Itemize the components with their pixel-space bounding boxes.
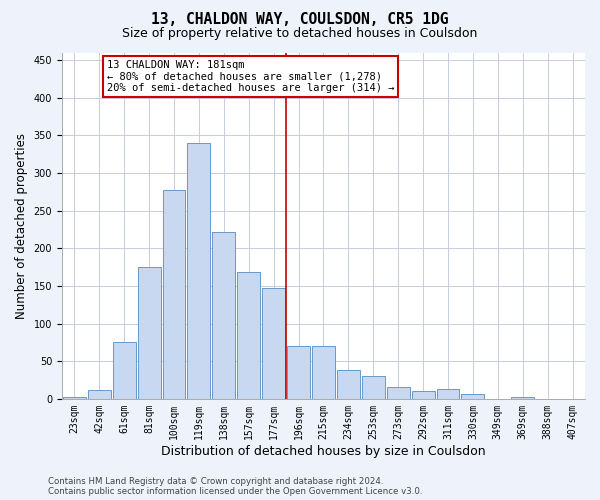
Bar: [137, 267, 161, 399]
Bar: [212, 232, 235, 399]
Bar: [362, 376, 385, 399]
Bar: [237, 272, 260, 399]
Bar: [262, 288, 285, 399]
Bar: [412, 390, 434, 399]
Y-axis label: Number of detached properties: Number of detached properties: [15, 132, 28, 318]
Bar: [461, 394, 484, 399]
Bar: [437, 389, 460, 399]
Bar: [163, 190, 185, 399]
Text: 13 CHALDON WAY: 181sqm
← 80% of detached houses are smaller (1,278)
20% of semi-: 13 CHALDON WAY: 181sqm ← 80% of detached…: [107, 60, 394, 93]
X-axis label: Distribution of detached houses by size in Coulsdon: Distribution of detached houses by size …: [161, 444, 486, 458]
Text: Contains HM Land Registry data © Crown copyright and database right 2024.
Contai: Contains HM Land Registry data © Crown c…: [48, 476, 422, 496]
Bar: [337, 370, 360, 399]
Bar: [187, 143, 211, 399]
Bar: [88, 390, 111, 399]
Bar: [287, 346, 310, 399]
Bar: [511, 396, 534, 399]
Bar: [113, 342, 136, 399]
Bar: [387, 387, 410, 399]
Bar: [63, 396, 86, 399]
Bar: [312, 346, 335, 399]
Text: Size of property relative to detached houses in Coulsdon: Size of property relative to detached ho…: [122, 28, 478, 40]
Text: 13, CHALDON WAY, COULSDON, CR5 1DG: 13, CHALDON WAY, COULSDON, CR5 1DG: [151, 12, 449, 28]
